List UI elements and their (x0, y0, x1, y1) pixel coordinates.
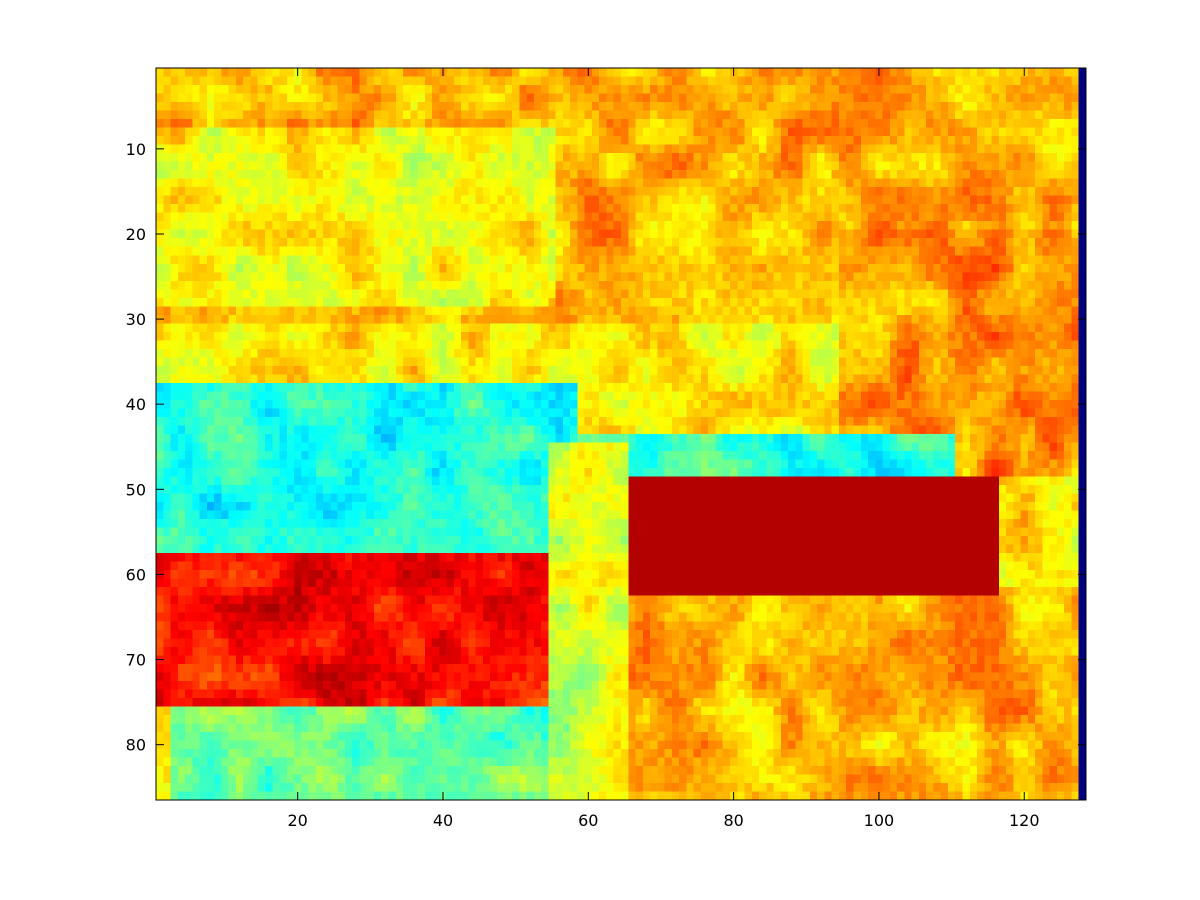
y-tick-label: 80 (126, 736, 146, 755)
y-tick-label: 20 (126, 225, 146, 244)
x-tick-label: 40 (433, 811, 453, 830)
y-tick-label: 30 (126, 310, 146, 329)
x-tick-label: 80 (723, 811, 743, 830)
plot-area (156, 68, 1086, 800)
x-tick-label: 120 (1009, 811, 1040, 830)
axes-box (155, 67, 1087, 801)
y-tick-label: 70 (126, 651, 146, 670)
x-tick-label: 60 (578, 811, 598, 830)
x-tick-label: 20 (288, 811, 308, 830)
x-axis-ticks: 20 40 60 80 100 120 (288, 68, 1040, 830)
heatmap-image (156, 68, 1086, 800)
y-tick-label: 40 (126, 395, 146, 414)
y-tick-label: 60 (126, 565, 146, 584)
y-tick-label: 10 (126, 140, 146, 159)
y-axis-ticks: 10 20 30 40 50 60 70 80 (126, 140, 1086, 755)
y-tick-label: 50 (126, 480, 146, 499)
x-tick-label: 100 (864, 811, 895, 830)
